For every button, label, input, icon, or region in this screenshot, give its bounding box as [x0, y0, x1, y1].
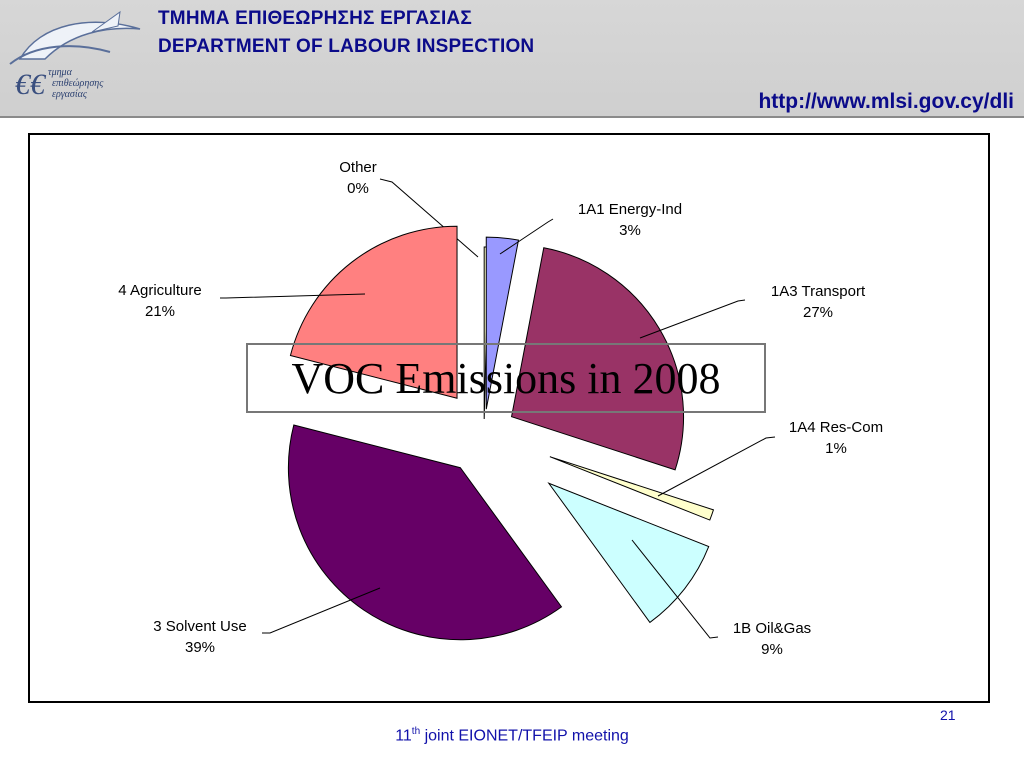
leader-line: [657, 436, 776, 497]
department-title-greek: ΤΜΗΜΑ ΕΠΙΘΕΩΡΗΣΗΣ ΕΡΓΑΣΙΑΣ: [158, 8, 472, 29]
leader-line: [499, 218, 554, 255]
leader-line: [639, 299, 746, 339]
slice-percent-label: 3%: [619, 222, 641, 239]
pie-slice-4-agriculture: [289, 225, 458, 399]
pie-slice-1a1-energy-ind: [485, 236, 520, 410]
pie-slice-1a3-transport: [510, 247, 685, 471]
logo-text-2: επιθεώρησης: [52, 78, 104, 89]
slice-percent-label: 27%: [803, 304, 833, 321]
slice-label: 1B Oil&Gas: [733, 620, 811, 637]
department-logo: €€ τμημα επιθεώρησης εργασίας: [9, 10, 141, 101]
leader-line: [262, 587, 381, 634]
pie-slice-1b-oil-gas: [547, 482, 710, 624]
footer-text: 11th joint EIONET/TFEIP meeting: [0, 726, 1024, 745]
slice-label: 1A1 Energy-Ind: [578, 201, 682, 218]
page-number: 21: [940, 707, 956, 723]
chart-title-box: VOC Emissions in 2008: [246, 343, 766, 413]
slice-percent-label: 39%: [185, 639, 215, 656]
header-divider: [0, 116, 1024, 118]
website-link[interactable]: http://www.mlsi.gov.cy/dli: [758, 90, 1014, 113]
logo-text-1: τμημα: [48, 67, 73, 78]
slice-label: 1A4 Res-Com: [789, 419, 883, 436]
slice-label: 3 Solvent Use: [153, 618, 246, 635]
slice-percent-label: 9%: [761, 641, 783, 658]
pie-slice-1a4-res-com: [549, 456, 715, 521]
slice-label: 4 Agriculture: [118, 282, 201, 299]
slice-label: 1A3 Transport: [771, 283, 866, 300]
slice-label: Other: [339, 159, 377, 176]
pie-slice-3-solvent-use: [287, 424, 563, 641]
leader-line: [631, 539, 719, 639]
svg-text:€€: €€: [15, 68, 47, 101]
logo-text-3: εργασίας: [52, 89, 88, 100]
department-title-english: DEPARTMENT OF LABOUR INSPECTION: [158, 36, 535, 57]
footer-ordinal: 11: [395, 727, 412, 745]
header-bar: [0, 0, 1024, 116]
slice-percent-label: 0%: [347, 180, 369, 197]
slice-percent-label: 1%: [825, 440, 847, 457]
footer-ordinal-suffix: th: [411, 726, 421, 737]
chart-title: VOC Emissions in 2008: [291, 353, 721, 403]
slice-percent-label: 21%: [145, 303, 175, 320]
leader-line: [220, 293, 366, 299]
footer-meeting: joint EIONET/TFEIP meeting: [420, 727, 629, 745]
